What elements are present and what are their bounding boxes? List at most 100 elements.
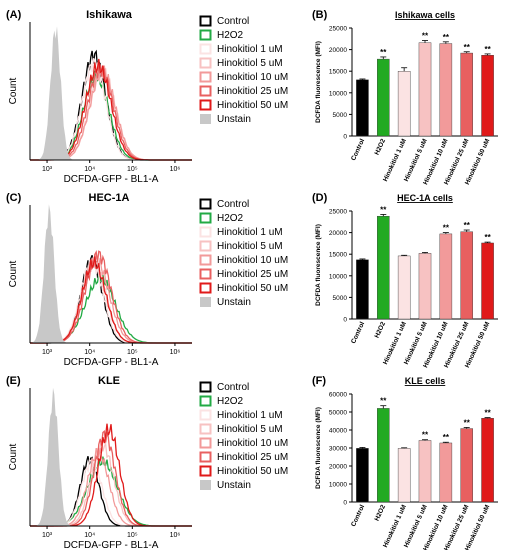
legend-swatch (199, 57, 212, 69)
y-tick-label: 0 (343, 500, 347, 507)
panel-letter: (B) (312, 9, 328, 21)
y-axis-label: DCFDA fluorescence (MFI) (315, 41, 322, 123)
y-tick-label: 40000 (329, 428, 347, 435)
y-tick-label: 25000 (329, 26, 347, 33)
significance-marker: ** (422, 431, 429, 440)
bar (356, 259, 369, 320)
histogram-unstain (30, 204, 192, 343)
legend-swatch (199, 254, 212, 266)
legend-label: Hinokitiol 1 uM (217, 410, 283, 421)
x-axis-label: DCFDA-GFP - BL1-A (64, 357, 159, 368)
y-tick-label: 10000 (329, 273, 347, 280)
panel-title: KLE cells (405, 376, 446, 386)
legend-swatch (199, 198, 212, 210)
legend-label: Control (217, 382, 249, 393)
panel-title: HEC-1A cells (397, 193, 453, 203)
y-tick-label: 20000 (329, 230, 347, 237)
significance-marker: ** (464, 43, 471, 52)
histogram-panel-0: (A) Ishikawa Count DCFDA-GFP - BL1-A 10³ 10⁴ 1… (6, 9, 288, 185)
legend-swatch (199, 71, 212, 83)
histogram-unstain (30, 26, 192, 161)
category-label: H2O2 (374, 138, 388, 157)
legend-label: Control (217, 199, 249, 210)
category-label: Control (350, 504, 366, 528)
legend-swatch (199, 395, 212, 407)
legend-swatch (199, 212, 212, 224)
bar (397, 448, 411, 503)
panel-title: KLE (98, 375, 120, 387)
bar (377, 215, 390, 320)
legend-swatch (200, 297, 211, 307)
bar (397, 70, 411, 137)
bar (439, 442, 453, 503)
x-axis-label: DCFDA-GFP - BL1-A (64, 174, 159, 185)
panel-letter: (E) (6, 375, 21, 387)
legend-label: Hinokitiol 1 uM (217, 227, 283, 238)
significance-marker: ** (380, 397, 387, 406)
x-tick-label: 10⁴ (84, 166, 95, 173)
significance-marker: ** (484, 45, 491, 54)
histogram-unstain (30, 387, 192, 526)
legend-swatch (200, 114, 211, 124)
legend-label: Unstain (217, 480, 251, 491)
bar (460, 52, 473, 137)
bar (397, 255, 411, 320)
panel-title: HEC-1A (89, 192, 130, 204)
y-tick-label: 20000 (329, 464, 347, 471)
bar (418, 42, 432, 137)
bar (377, 408, 390, 503)
x-tick-label: 10³ (42, 532, 53, 539)
legend-label: Hinokitiol 10 uM (217, 72, 288, 83)
bar (439, 233, 453, 320)
legend-swatch (199, 226, 212, 238)
bar (418, 440, 432, 503)
y-tick-label: 0 (343, 317, 347, 324)
bar (481, 55, 494, 137)
category-label: Control (350, 321, 366, 345)
y-tick-label: 25000 (329, 209, 347, 216)
significance-marker: ** (443, 433, 450, 442)
legend-label: Hinokitiol 1 uM (217, 44, 283, 55)
bar-panel-5: (F) KLE cells DCFDA fluorescence (MFI) 0 100… (312, 375, 498, 550)
bar-panel-1: (B) Ishikawa cells DCFDA fluorescence (MFI… (312, 9, 498, 186)
y-axis-label: Count (8, 260, 19, 287)
histogram-panel-2: (C) HEC-1A Count DCFDA-GFP - BL1-A 10³ 10⁴ 10⁵… (6, 192, 288, 368)
y-tick-label: 30000 (329, 446, 347, 453)
bar (481, 418, 494, 503)
legend-swatch (199, 423, 212, 435)
panel-letter: (D) (312, 192, 328, 204)
significance-marker: ** (484, 233, 491, 242)
bar (481, 242, 494, 320)
y-tick-label: 20000 (329, 47, 347, 54)
legend-label: Hinokitiol 50 uM (217, 466, 288, 477)
legend-label: Hinokitiol 5 uM (217, 424, 283, 435)
legend-swatch (199, 282, 212, 294)
legend-swatch (199, 85, 212, 97)
significance-marker: ** (443, 33, 450, 42)
legend-swatch (199, 240, 212, 252)
x-axis-label: DCFDA-GFP - BL1-A (64, 540, 159, 550)
legend-label: Hinokitiol 5 uM (217, 241, 283, 252)
bar (418, 253, 432, 320)
legend-swatch (199, 381, 212, 393)
x-tick-label: 10⁴ (84, 349, 95, 356)
legend-swatch (200, 480, 211, 490)
bar (439, 43, 453, 137)
legend-swatch (199, 15, 212, 27)
x-tick-label: 10⁵ (127, 166, 138, 173)
y-tick-label: 50000 (329, 410, 347, 417)
legend-label: Hinokitiol 50 uM (217, 283, 288, 294)
x-tick-label: 10⁶ (170, 349, 181, 356)
x-tick-label: 10⁶ (170, 532, 181, 539)
y-tick-label: 15000 (329, 252, 347, 259)
significance-marker: ** (380, 205, 387, 214)
panel-letter: (C) (6, 192, 22, 204)
legend-label: Unstain (217, 297, 251, 308)
legend-label: Control (217, 16, 249, 27)
panel-title: Ishikawa (86, 9, 133, 21)
significance-marker: ** (443, 224, 450, 233)
legend-label: H2O2 (217, 213, 244, 224)
x-tick-label: 10⁵ (127, 532, 138, 539)
y-tick-label: 15000 (329, 69, 347, 76)
